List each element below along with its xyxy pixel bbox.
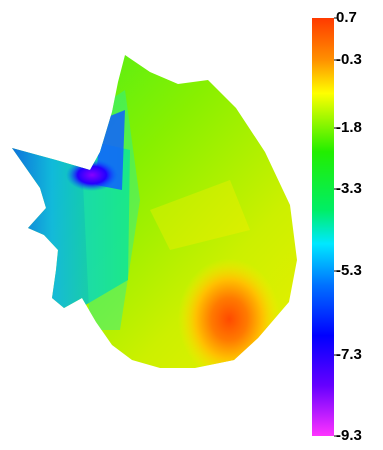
colorbar-label-min: -9.3 — [336, 427, 362, 444]
colorbar-ticks — [334, 17, 338, 437]
colorbar-label: -5.3 — [336, 262, 362, 279]
colorbar-label: -0.3 — [336, 51, 362, 68]
colorbar-label-max: 0.7 — [336, 9, 357, 26]
colorbar-label: -3.3 — [336, 180, 362, 197]
colorbar — [312, 18, 334, 436]
heart-surface — [12, 55, 297, 368]
colorbar-label: -1.8 — [336, 119, 362, 136]
colorbar-label: -7.3 — [336, 346, 362, 363]
